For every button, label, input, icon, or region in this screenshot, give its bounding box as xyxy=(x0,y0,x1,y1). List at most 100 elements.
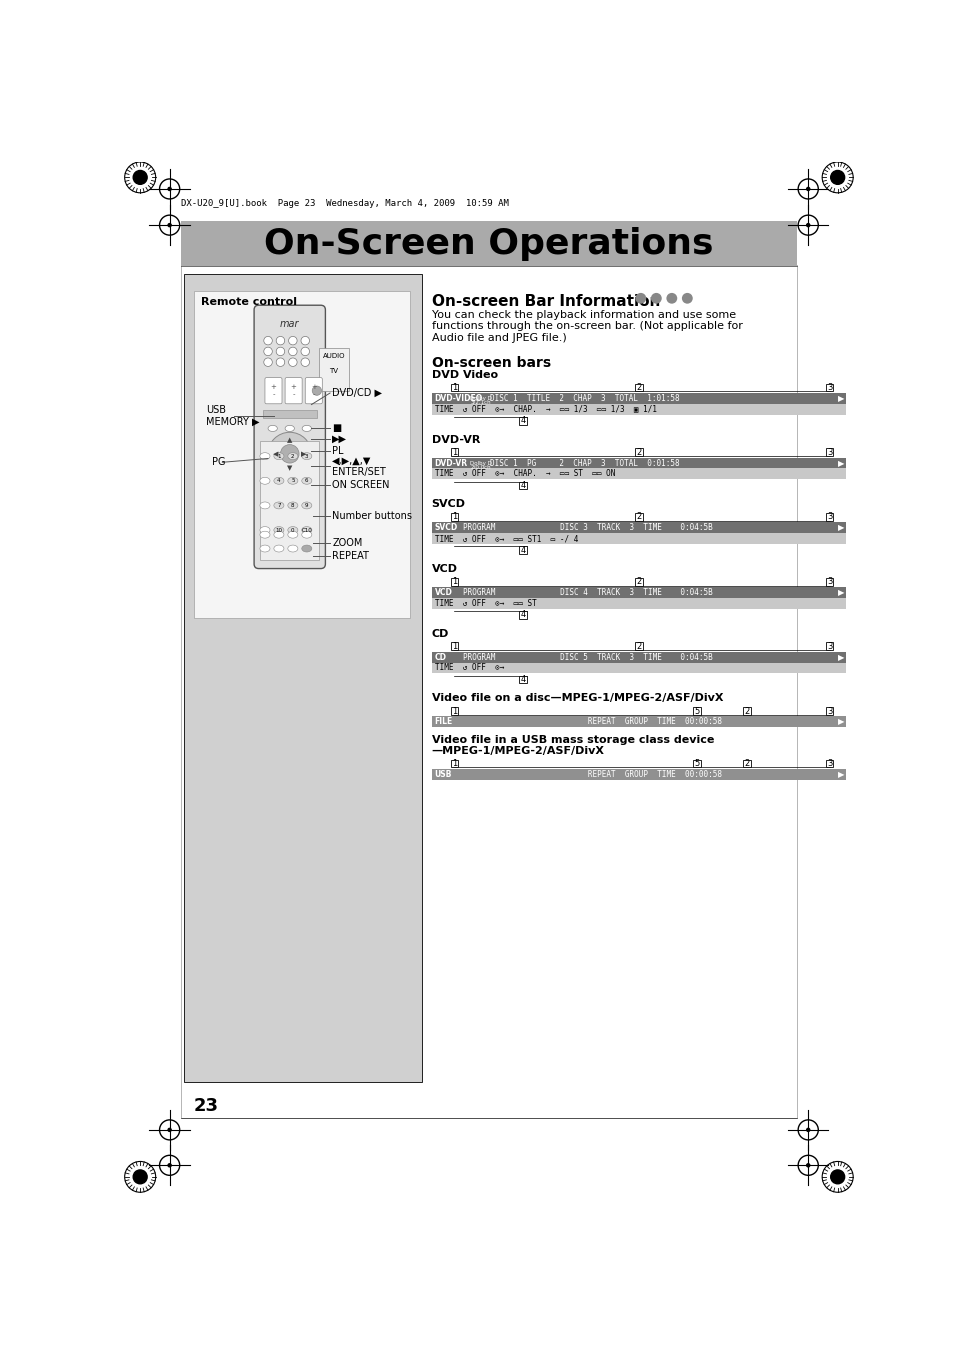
Text: 2: 2 xyxy=(636,513,640,521)
Bar xyxy=(635,643,642,651)
Text: ZOOM: ZOOM xyxy=(332,539,362,548)
Circle shape xyxy=(635,293,645,304)
Text: DVD/CD ▶: DVD/CD ▶ xyxy=(332,387,382,398)
Text: On-Screen Operations: On-Screen Operations xyxy=(264,227,713,261)
Text: ▶▶: ▶▶ xyxy=(332,435,347,444)
Circle shape xyxy=(264,336,272,344)
Text: ▶: ▶ xyxy=(838,524,844,532)
Ellipse shape xyxy=(288,502,297,509)
FancyBboxPatch shape xyxy=(253,305,325,568)
Text: ■: ■ xyxy=(332,423,341,432)
Bar xyxy=(518,417,526,424)
FancyBboxPatch shape xyxy=(305,378,322,404)
FancyBboxPatch shape xyxy=(265,378,282,404)
Ellipse shape xyxy=(274,531,284,539)
Circle shape xyxy=(285,478,294,487)
Text: ▶: ▶ xyxy=(838,769,844,779)
Text: FILE: FILE xyxy=(435,717,453,726)
Text: Dolby D: Dolby D xyxy=(470,460,492,466)
Text: TIME  ↺ OFF  ⊙→: TIME ↺ OFF ⊙→ xyxy=(435,663,503,672)
Text: Dolby D: Dolby D xyxy=(470,396,492,401)
Bar xyxy=(431,587,845,598)
Text: ▶: ▶ xyxy=(838,394,844,402)
Circle shape xyxy=(681,293,692,304)
Ellipse shape xyxy=(288,526,297,533)
Text: 2/0.0ch: 2/0.0ch xyxy=(470,464,491,470)
Text: 6: 6 xyxy=(305,478,308,483)
Bar xyxy=(431,533,845,544)
Text: 3: 3 xyxy=(826,578,831,586)
Bar xyxy=(635,578,642,586)
Text: DISC 1  TITLE  2  CHAP  3  TOTAL  1:01:58: DISC 1 TITLE 2 CHAP 3 TOTAL 1:01:58 xyxy=(489,394,679,402)
Text: 2: 2 xyxy=(636,448,640,456)
Bar xyxy=(431,768,845,779)
Ellipse shape xyxy=(285,425,294,432)
Bar xyxy=(431,393,845,404)
Text: 4: 4 xyxy=(277,478,280,483)
Circle shape xyxy=(168,1164,171,1166)
Text: 2: 2 xyxy=(636,641,640,651)
Circle shape xyxy=(280,444,298,463)
Text: Remote control: Remote control xyxy=(200,297,296,306)
Circle shape xyxy=(133,1170,147,1184)
Text: TIME  ↺ OFF  ⊙→  ▭▭ ST1  ▭ -/ 4: TIME ↺ OFF ⊙→ ▭▭ ST1 ▭ -/ 4 xyxy=(435,535,578,543)
Text: 3/2.1ch: 3/2.1ch xyxy=(470,400,491,405)
Text: PROGRAM              DISC 4  TRACK  3  TIME    0:04:5B: PROGRAM DISC 4 TRACK 3 TIME 0:04:5B xyxy=(462,589,712,597)
Bar xyxy=(742,760,750,767)
Bar xyxy=(431,468,845,479)
Bar xyxy=(742,707,750,716)
Text: 3: 3 xyxy=(826,706,831,716)
Text: —MPEG-1/MPEG-2/ASF/DivX: —MPEG-1/MPEG-2/ASF/DivX xyxy=(431,745,604,756)
Text: 23: 23 xyxy=(193,1098,218,1115)
FancyBboxPatch shape xyxy=(285,378,302,404)
Text: USB: USB xyxy=(435,769,452,779)
Ellipse shape xyxy=(301,545,312,552)
Circle shape xyxy=(312,386,321,396)
Text: 4: 4 xyxy=(519,545,525,555)
Bar xyxy=(450,760,457,767)
Bar xyxy=(692,707,700,716)
Text: 2: 2 xyxy=(743,759,748,768)
Text: ▶: ▶ xyxy=(301,451,306,456)
Text: TIME  ↺ OFF  ⊙→  CHAP.  →  ▭▭ 1/3  ▭▭ 1/3  ▣ 1/1: TIME ↺ OFF ⊙→ CHAP. → ▭▭ 1/3 ▭▭ 1/3 ▣ 1/… xyxy=(435,405,656,413)
Bar xyxy=(450,448,457,456)
Bar xyxy=(262,410,316,417)
Text: 1: 1 xyxy=(452,578,456,586)
Text: ▲: ▲ xyxy=(287,437,293,443)
Text: ▶: ▶ xyxy=(838,459,844,467)
Text: DVD-VR: DVD-VR xyxy=(431,435,479,444)
Circle shape xyxy=(830,170,843,185)
Text: 3: 3 xyxy=(826,513,831,521)
Text: 4: 4 xyxy=(519,481,525,490)
Bar xyxy=(319,348,348,390)
Ellipse shape xyxy=(259,478,270,485)
Bar xyxy=(260,440,319,560)
Text: 2: 2 xyxy=(636,383,640,392)
Text: 4: 4 xyxy=(519,416,525,425)
Text: 1: 1 xyxy=(452,513,456,521)
Text: REPEAT  GROUP  TIME  00:00:58: REPEAT GROUP TIME 00:00:58 xyxy=(462,769,720,779)
Text: 5: 5 xyxy=(694,706,699,716)
Ellipse shape xyxy=(274,502,284,509)
Bar xyxy=(825,578,833,586)
Circle shape xyxy=(806,188,809,190)
Text: 2: 2 xyxy=(743,706,748,716)
Text: Video file in a USB mass storage class device: Video file in a USB mass storage class d… xyxy=(431,734,713,745)
Circle shape xyxy=(168,224,171,227)
Circle shape xyxy=(289,347,296,355)
Text: 3: 3 xyxy=(826,759,831,768)
Circle shape xyxy=(268,432,311,475)
Text: 1: 1 xyxy=(452,641,456,651)
Ellipse shape xyxy=(274,526,284,533)
Text: On-screen bars: On-screen bars xyxy=(431,356,550,370)
Bar xyxy=(518,482,526,489)
Text: 8: 8 xyxy=(291,504,294,508)
Text: SVCD: SVCD xyxy=(435,524,457,532)
Ellipse shape xyxy=(301,531,312,539)
Circle shape xyxy=(301,336,309,344)
Circle shape xyxy=(276,336,284,344)
Ellipse shape xyxy=(288,478,297,485)
Ellipse shape xyxy=(301,478,312,485)
Ellipse shape xyxy=(259,502,270,509)
Text: 2: 2 xyxy=(291,454,294,459)
